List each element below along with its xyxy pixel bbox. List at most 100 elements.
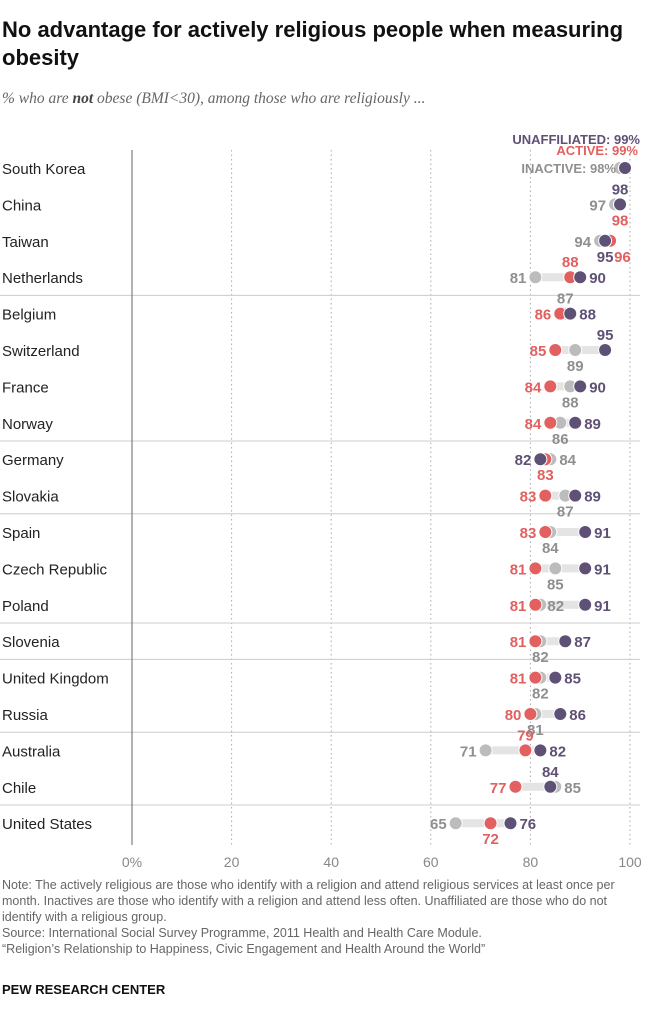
inactive-value-label: 94	[574, 234, 591, 251]
country-label: United States	[2, 816, 92, 833]
legend-unaffiliated: UNAFFILIATED: 99%	[512, 132, 640, 147]
active-dot	[538, 488, 553, 503]
inactive-value-label: 82	[532, 649, 549, 666]
unaffiliated-value-label: 91	[594, 561, 611, 578]
active-value-label: 84	[525, 416, 542, 433]
x-tick-label: 40	[323, 854, 339, 870]
unaffiliated-dot	[568, 488, 583, 503]
inactive-value-label: 71	[460, 743, 477, 760]
inactive-value-label: 88	[562, 394, 579, 411]
note-text: Note: The actively religious are those w…	[2, 878, 615, 924]
inactive-value-label: 85	[564, 780, 581, 797]
country-label: Czech Republic	[2, 561, 108, 578]
unaffiliated-value-label: 87	[574, 634, 591, 651]
active-dot	[528, 634, 543, 649]
active-dot	[543, 415, 558, 430]
active-dot	[523, 707, 538, 721]
country-label: Netherlands	[2, 270, 83, 287]
inactive-value-label: 85	[547, 576, 564, 593]
inactive-value-label: 84	[542, 540, 559, 557]
active-value-label: 83	[537, 467, 554, 484]
unaffiliated-dot	[553, 707, 568, 721]
active-value-label: 86	[535, 307, 552, 324]
legend-inactive: INACTIVE: 98%	[521, 161, 616, 176]
unaffiliated-dot	[618, 161, 633, 175]
unaffiliated-value-label: 91	[594, 525, 611, 542]
x-tick-label: 60	[423, 854, 439, 870]
unaffiliated-dot	[503, 816, 518, 831]
unaffiliated-dot	[613, 197, 628, 212]
unaffiliated-value-label: 89	[584, 489, 601, 506]
country-label: China	[2, 197, 42, 214]
x-tick-label: 100	[618, 854, 642, 870]
dot-plot: 0% 20 40 60 80 100 South Korea China 98 98 97 Taiwa…	[0, 132, 642, 870]
active-value-label: 81	[510, 634, 527, 651]
subtitle-emphasis: not	[72, 90, 94, 107]
inactive-value-label: 65	[430, 816, 447, 833]
unaffiliated-dot	[598, 233, 613, 248]
active-value-label: 81	[510, 671, 527, 688]
unaffiliated-dot	[533, 743, 548, 758]
unaffiliated-value-label: 76	[519, 816, 536, 833]
active-dot	[483, 816, 498, 831]
active-value-label: 77	[490, 780, 507, 797]
unaffiliated-value-label: 91	[594, 598, 611, 615]
active-value-label: 81	[510, 561, 527, 578]
inactive-dot	[528, 270, 543, 285]
active-value-label: 83	[520, 489, 537, 506]
active-value-label: 79	[517, 727, 534, 744]
unaffiliated-dot	[573, 270, 588, 285]
inactive-value-label: 81	[510, 270, 527, 287]
active-value-label: 81	[510, 598, 527, 615]
unaffiliated-dot	[563, 306, 578, 321]
inactive-value-label: 82	[547, 598, 564, 615]
country-label: United Kingdom	[2, 671, 109, 688]
active-value-label: 88	[562, 254, 579, 271]
active-value-label: 98	[612, 212, 629, 229]
unaffiliated-dot	[548, 670, 563, 685]
x-tick-label: 0%	[122, 854, 142, 870]
inactive-value-label: 82	[532, 686, 549, 703]
unaffiliated-dot	[573, 379, 588, 394]
inactive-value-label: 89	[567, 358, 584, 375]
active-value-label: 83	[520, 525, 537, 542]
unaffiliated-value-label: 82	[549, 743, 566, 760]
unaffiliated-value-label: 98	[612, 181, 629, 198]
country-label: Spain	[2, 525, 40, 542]
unaffiliated-dot	[543, 779, 558, 794]
unaffiliated-value-label: 82	[515, 452, 532, 469]
subtitle-text: obese (BMI<30), among those who are reli…	[93, 90, 426, 107]
unaffiliated-value-label: 85	[564, 671, 581, 688]
country-label: Chile	[2, 780, 36, 797]
report-title: “Religion’s Relationship to Happiness, C…	[2, 942, 486, 956]
country-label: Belgium	[2, 307, 56, 324]
chart-subtitle: % who are not obese (BMI<30), among thos…	[2, 90, 425, 108]
source-text: Source: International Social Survey Prog…	[2, 926, 482, 940]
country-label: Slovenia	[2, 634, 60, 651]
active-dot	[538, 525, 553, 539]
inactive-value-label: 86	[552, 431, 569, 448]
inactive-value-label: 97	[589, 197, 606, 214]
unaffiliated-dot	[578, 561, 593, 576]
active-dot	[528, 597, 543, 612]
inactive-value-label: 84	[559, 452, 576, 469]
country-label: Australia	[2, 743, 61, 760]
active-value-label: 85	[530, 343, 547, 360]
chart-title: No advantage for actively religious peop…	[2, 17, 624, 70]
brand-logo-text: PEW RESEARCH CENTER	[2, 982, 166, 997]
country-label: South Korea	[2, 161, 86, 178]
inactive-dot	[568, 343, 583, 357]
country-label: Germany	[2, 452, 64, 469]
unaffiliated-dot	[578, 525, 593, 539]
x-tick-label: 20	[224, 854, 240, 870]
country-label: Slovakia	[2, 489, 59, 506]
active-dot	[528, 670, 543, 685]
active-dot	[543, 379, 558, 394]
country-label: Russia	[2, 707, 49, 724]
unaffiliated-dot	[568, 415, 583, 430]
inactive-value-label: 87	[557, 291, 574, 308]
x-tick-label: 80	[523, 854, 539, 870]
unaffiliated-value-label: 90	[589, 270, 606, 287]
unaffiliated-dot	[558, 634, 573, 649]
